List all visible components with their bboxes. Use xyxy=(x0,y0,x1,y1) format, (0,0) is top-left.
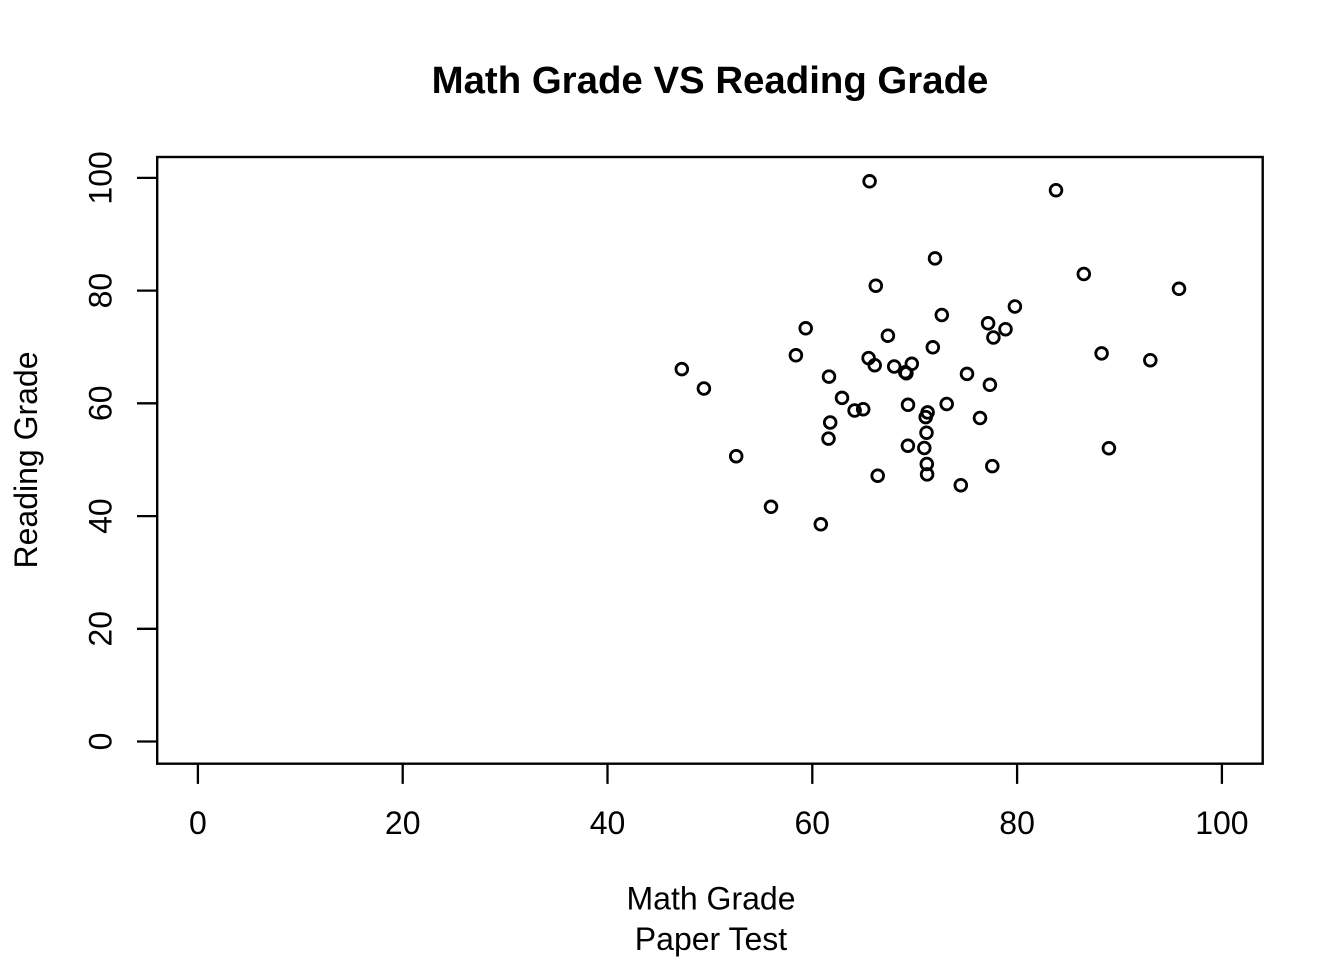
svg-text:20: 20 xyxy=(385,805,421,841)
svg-text:100: 100 xyxy=(83,151,119,204)
svg-text:Paper Test: Paper Test xyxy=(635,921,788,957)
svg-text:0: 0 xyxy=(83,733,119,751)
svg-text:100: 100 xyxy=(1195,805,1248,841)
svg-text:80: 80 xyxy=(83,273,119,309)
svg-text:0: 0 xyxy=(189,805,207,841)
svg-text:20: 20 xyxy=(83,611,119,647)
svg-text:Math Grade VS Reading Grade: Math Grade VS Reading Grade xyxy=(432,59,989,102)
svg-text:40: 40 xyxy=(590,805,626,841)
svg-text:60: 60 xyxy=(795,805,831,841)
svg-text:Reading Grade: Reading Grade xyxy=(8,351,44,568)
svg-text:60: 60 xyxy=(83,386,119,422)
svg-text:Math Grade: Math Grade xyxy=(627,881,796,917)
svg-text:80: 80 xyxy=(999,805,1035,841)
svg-text:40: 40 xyxy=(83,498,119,534)
